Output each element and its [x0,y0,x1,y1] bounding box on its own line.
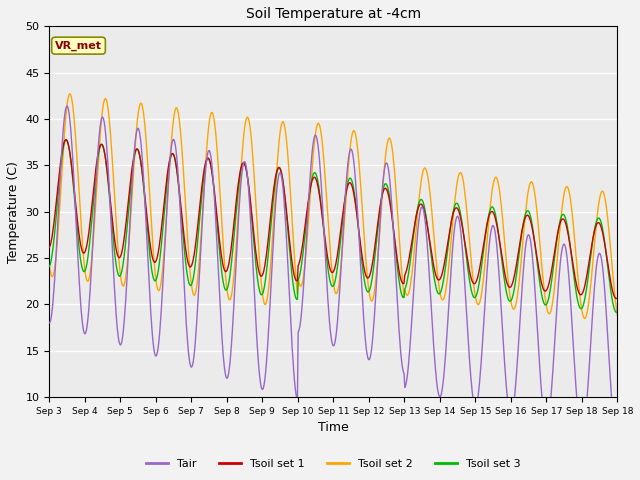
X-axis label: Time: Time [318,421,349,434]
Legend: Tair, Tsoil set 1, Tsoil set 2, Tsoil set 3: Tair, Tsoil set 1, Tsoil set 2, Tsoil se… [141,454,525,473]
Title: Soil Temperature at -4cm: Soil Temperature at -4cm [246,7,421,21]
Text: VR_met: VR_met [55,40,102,51]
Y-axis label: Temperature (C): Temperature (C) [7,161,20,263]
